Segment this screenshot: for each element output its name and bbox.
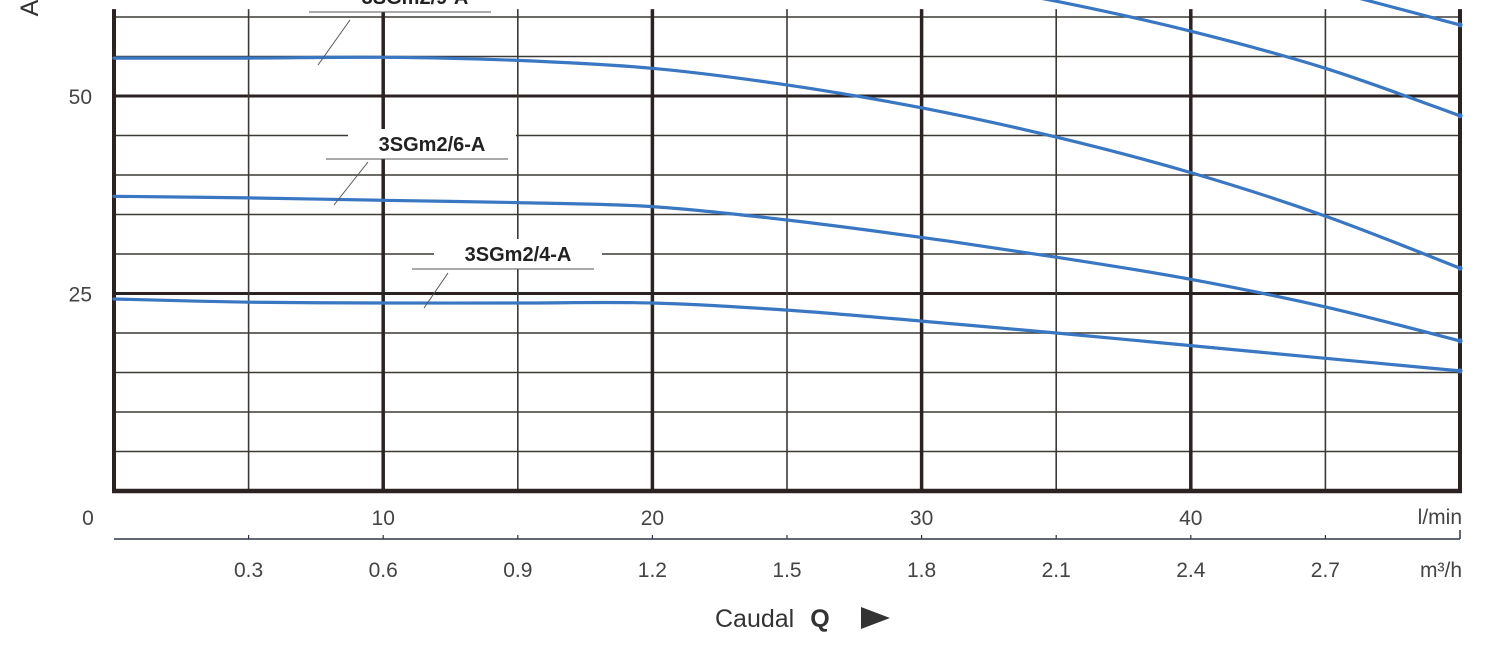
x-unit-m3h: m³/h: [1420, 559, 1462, 582]
play-arrow-icon: [861, 607, 890, 629]
series-end-point: [1457, 22, 1463, 28]
x-tick-label-lmin: 30: [910, 507, 933, 530]
x-tick-label-m3h: 1.5: [772, 559, 801, 582]
curve-3sgm2-9-a: [112, 55, 1462, 270]
curve-3sgm2-6-a: [112, 194, 1462, 343]
x-tick-label-m3h: 1.2: [638, 559, 667, 582]
curve-upper-2: [1359, 0, 1462, 27]
x-unit-lmin: l/min: [1418, 506, 1462, 529]
series-end-point: [1457, 338, 1463, 344]
label-leader-line: [317, 19, 351, 66]
x-axis-title-symbol: Q: [810, 605, 829, 633]
label-leader-line: [423, 272, 449, 309]
x-tick-label-m3h: 0.3: [234, 559, 263, 582]
y-tick-label: 25: [69, 284, 92, 307]
x-axis-title: Caudal Q: [715, 605, 830, 633]
x-tick-label-lmin: 0: [82, 507, 94, 530]
label-background: [331, 0, 499, 12]
label-background: [348, 129, 516, 159]
series-end-point: [1457, 113, 1463, 119]
x-tick-label-m3h: 0.6: [369, 559, 398, 582]
curve-3sgm2-4-a: [112, 297, 1462, 373]
x-tick-label-m3h: 2.4: [1176, 559, 1206, 582]
y-axis-title-fragment: A: [16, 0, 44, 16]
label-3sgm2-6-a: 3SGm2/6-A: [379, 134, 486, 156]
label-3sgm2-9-a: 3SGm2/9-A: [362, 0, 469, 9]
x-tick-label-m3h: 2.1: [1042, 559, 1071, 582]
label-3sgm2-4-a: 3SGm2/4-A: [465, 244, 572, 266]
series-end-point: [1457, 265, 1463, 271]
y-tick-label: 50: [69, 86, 92, 109]
x-tick-label-lmin: 20: [641, 507, 664, 530]
x-tick-label-lmin: 10: [372, 507, 395, 530]
series-end-point: [1457, 368, 1463, 374]
x-tick-label-m3h: 0.9: [503, 559, 532, 582]
x-tick-label-lmin: 40: [1179, 507, 1202, 530]
x-axis-title-text: Caudal: [715, 605, 794, 633]
x-tick-label-m3h: 1.8: [907, 559, 936, 582]
label-leader-line: [333, 161, 369, 206]
label-background: [434, 239, 602, 269]
curve-upper-1: [1041, 0, 1462, 118]
x-tick-label-m3h: 2.7: [1311, 559, 1340, 582]
